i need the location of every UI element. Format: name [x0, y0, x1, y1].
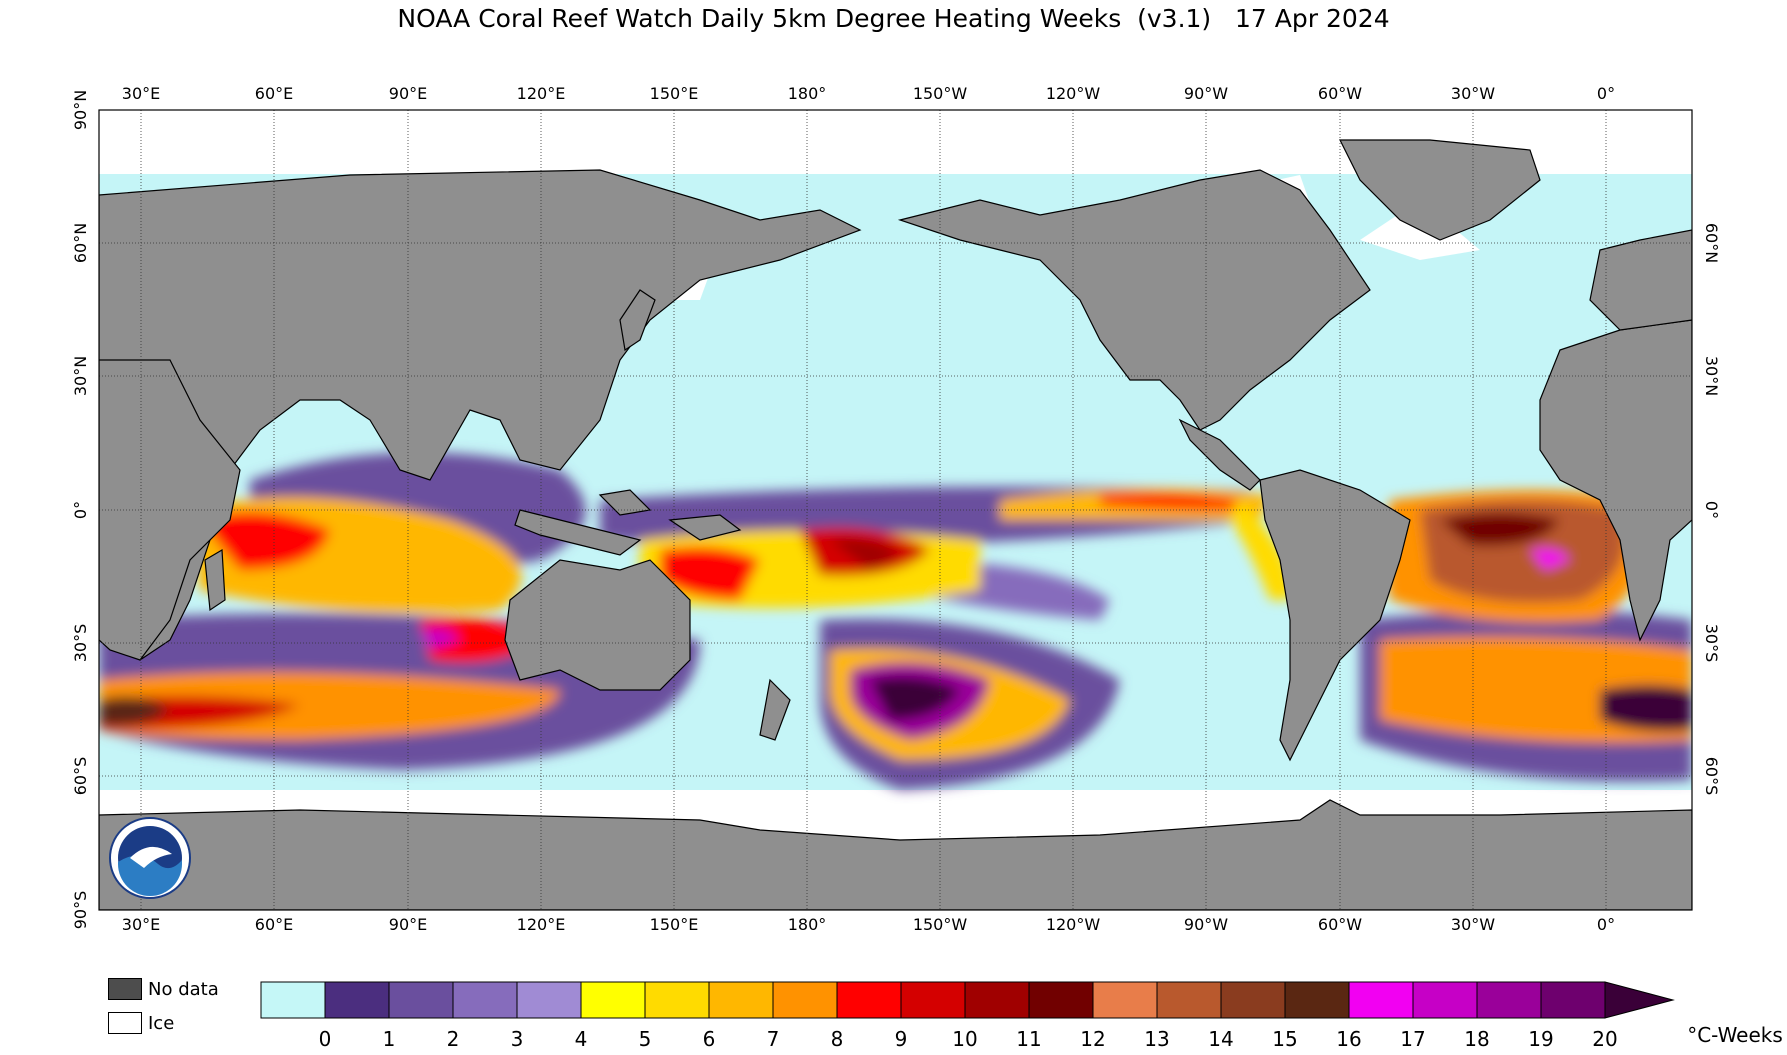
lat-label-60n: 60°N — [71, 223, 90, 263]
lon-label-180: 180° — [788, 84, 827, 103]
colorbar-tick-label: 19 — [1528, 1027, 1553, 1051]
colorbar-segment — [1284, 981, 1350, 1019]
no-data-swatch — [108, 978, 142, 1000]
colorbar-segment — [836, 981, 902, 1019]
lon-label-bottom-0: 0° — [1597, 915, 1615, 934]
legend-no-data: No data — [108, 972, 219, 1006]
colorbar-segment — [708, 981, 774, 1019]
colorbar-tick-label: 8 — [831, 1027, 844, 1051]
colorbar-tick-label: 0 — [319, 1027, 332, 1051]
lat-label-right-30n: 30°N — [1702, 356, 1721, 396]
lon-label-60e: 60°E — [255, 84, 293, 103]
map-frame — [98, 109, 1693, 911]
lon-label-150w: 150°W — [913, 84, 968, 103]
colorbar-segment — [260, 981, 326, 1019]
colorbar-tick-label: 9 — [895, 1027, 908, 1051]
lon-label-bottom-90e: 90°E — [389, 915, 427, 934]
colorbar-tick-label: 17 — [1400, 1027, 1425, 1051]
legend-key: No data Ice — [108, 972, 219, 1040]
colorbar-segment — [1412, 981, 1478, 1019]
colorbar-segment — [324, 981, 390, 1019]
colorbar-tick-label: 18 — [1464, 1027, 1489, 1051]
colorbar-tick-label: 10 — [952, 1027, 977, 1051]
colorbar-tick-label: 14 — [1208, 1027, 1233, 1051]
lon-label-bottom-150e: 150°E — [650, 915, 699, 934]
colorbar-segment — [1348, 981, 1414, 1019]
colorbar-segment — [580, 981, 646, 1019]
heat-stress-field — [99, 452, 1692, 790]
lat-label-60s: 60°S — [71, 757, 90, 796]
colorbar-tick-label: 7 — [767, 1027, 780, 1051]
colorbar-tick-label: 11 — [1016, 1027, 1041, 1051]
lon-label-60w: 60°W — [1318, 84, 1362, 103]
lat-label-right-60n: 60°N — [1702, 223, 1721, 263]
lat-label-right-30s: 30°S — [1702, 624, 1721, 663]
no-data-label: No data — [148, 978, 219, 1000]
ice-swatch — [108, 1012, 142, 1034]
colorbar: 0 1 2 3 4 5 6 7 8 9 10 11 12 13 14 15 16 17 18 19 20 °C-Weeks — [260, 981, 1783, 1051]
colorbar-tick-label: 3 — [511, 1027, 524, 1051]
lat-label-0: 0° — [71, 501, 90, 519]
lon-label-30w: 30°W — [1451, 84, 1495, 103]
lon-label-0: 0° — [1597, 84, 1615, 103]
lon-label-bottom-60e: 60°E — [255, 915, 293, 934]
colorbar-tick-label: 20 — [1592, 1027, 1617, 1051]
colorbar-segment — [772, 981, 838, 1019]
colorbar-segment — [964, 981, 1030, 1019]
colorbar-segment — [516, 981, 582, 1019]
colorbar-extend-arrow — [1604, 981, 1675, 1019]
colorbar-tick-label: 15 — [1272, 1027, 1297, 1051]
colorbar-segment — [1476, 981, 1542, 1019]
land — [99, 139, 1692, 910]
colorbar-segment — [1220, 981, 1286, 1019]
legend-ice: Ice — [108, 1006, 219, 1040]
lat-label-90s: 90°S — [71, 891, 90, 930]
lat-label-30s: 30°S — [71, 624, 90, 663]
lon-label-30e: 30°E — [122, 84, 160, 103]
lon-label-bottom-30w: 30°W — [1451, 915, 1495, 934]
lat-label-right-0: 0° — [1702, 501, 1721, 519]
lon-label-bottom-120w: 120°W — [1046, 915, 1101, 934]
lon-label-120e: 120°E — [517, 84, 566, 103]
lon-label-90w: 90°W — [1184, 84, 1228, 103]
lon-label-bottom-90w: 90°W — [1184, 915, 1228, 934]
colorbar-segment — [1540, 981, 1606, 1019]
lat-label-right-60s: 60°S — [1702, 757, 1721, 796]
lon-label-150e: 150°E — [650, 84, 699, 103]
lat-labels-right: 60°N 30°N 0° 30°S 60°S — [1702, 223, 1721, 795]
lon-label-bottom-120e: 120°E — [517, 915, 566, 934]
colorbar-tick-label: 5 — [639, 1027, 652, 1051]
colorbar-segment — [900, 981, 966, 1019]
lat-labels-left: 90°N 60°N 30°N 0° 30°S 60°S 90°S — [71, 90, 90, 929]
colorbar-segment — [644, 981, 710, 1019]
colorbar-tick-label: 1 — [383, 1027, 396, 1051]
noaa-logo — [109, 817, 191, 899]
lon-label-120w: 120°W — [1046, 84, 1101, 103]
lat-label-90n: 90°N — [71, 90, 90, 130]
lat-label-30n: 30°N — [71, 356, 90, 396]
colorbar-segment — [1156, 981, 1222, 1019]
colorbar-tick-label: 16 — [1336, 1027, 1361, 1051]
colorbar-unit-label: °C-Weeks — [1687, 1023, 1783, 1047]
lon-labels-bottom: 30°E 60°E 90°E 120°E 150°E 180° 150°W 12… — [122, 915, 1615, 934]
map-title: NOAA Coral Reef Watch Daily 5km Degree H… — [397, 4, 1390, 33]
colorbar-tick-label: 2 — [447, 1027, 460, 1051]
lon-label-bottom-30e: 30°E — [122, 915, 160, 934]
lon-label-bottom-180: 180° — [788, 915, 827, 934]
colorbar-tick-label: 6 — [703, 1027, 716, 1051]
colorbar-segment — [1092, 981, 1158, 1019]
graticule — [99, 110, 1692, 910]
lon-labels-top: 30°E 60°E 90°E 120°E 150°E 180° 150°W 12… — [122, 84, 1615, 103]
colorbar-segment — [452, 981, 518, 1019]
colorbar-tick-label: 12 — [1080, 1027, 1105, 1051]
colorbar-tick-label: 13 — [1144, 1027, 1169, 1051]
colorbar-segment — [1028, 981, 1094, 1019]
colorbar-segment — [388, 981, 454, 1019]
lon-label-bottom-150w: 150°W — [913, 915, 968, 934]
ice-label: Ice — [148, 1012, 175, 1034]
lon-label-bottom-60w: 60°W — [1318, 915, 1362, 934]
lon-label-90e: 90°E — [389, 84, 427, 103]
colorbar-tick-label: 4 — [575, 1027, 588, 1051]
